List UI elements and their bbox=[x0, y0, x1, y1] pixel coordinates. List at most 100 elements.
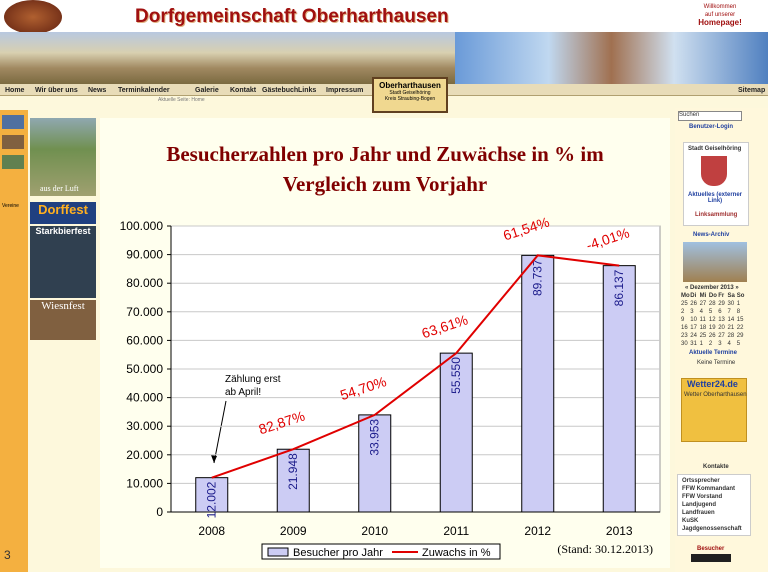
calendar-day[interactable]: 27 bbox=[718, 333, 725, 339]
aerial-label: aus der Luft bbox=[40, 184, 79, 193]
contact-link[interactable]: Ortssprecher bbox=[682, 478, 720, 484]
wiesnfest-banner[interactable]: Wiesnfest bbox=[30, 300, 96, 340]
nav-link[interactable]: Links bbox=[298, 87, 317, 94]
header bbox=[0, 0, 768, 32]
calendar-day[interactable]: 8 bbox=[736, 309, 741, 315]
search-input[interactable]: Suchen bbox=[678, 111, 742, 121]
weather-brand[interactable]: Wetter24.de bbox=[687, 379, 738, 389]
calendar-day[interactable]: 1 bbox=[699, 341, 703, 347]
login-link[interactable]: Benutzer-Login bbox=[689, 124, 733, 130]
no-events: Keine Termine bbox=[697, 360, 736, 366]
calendar-day[interactable]: 27 bbox=[699, 301, 707, 307]
nav-link[interactable]: Galerie bbox=[195, 87, 219, 94]
calendar-day[interactable]: 21 bbox=[727, 325, 735, 331]
calendar-day[interactable]: 4 bbox=[727, 341, 731, 347]
calendar-day[interactable]: 14 bbox=[727, 317, 735, 323]
calendar-month[interactable]: « Dezember 2013 » bbox=[685, 285, 739, 291]
calendar-day[interactable]: 3 bbox=[718, 341, 722, 347]
calendar-day[interactable]: 11 bbox=[699, 317, 706, 323]
contacts-list: Ortssprecher FFW Kommandant FFW Vorstand La… bbox=[677, 474, 751, 536]
breadcrumb: Aktuelle Seite: Home bbox=[158, 97, 205, 103]
nav-link[interactable]: News bbox=[88, 87, 107, 94]
calendar-day[interactable]: 4 bbox=[699, 309, 703, 315]
calendar-day[interactable]: 25 bbox=[699, 333, 707, 339]
calendar-day[interactable]: 30 bbox=[727, 301, 735, 307]
calendar-day[interactable]: 22 bbox=[736, 325, 744, 331]
visitor-counter bbox=[691, 554, 731, 562]
thumb[interactable] bbox=[2, 155, 24, 169]
calendar-day[interactable]: 18 bbox=[699, 325, 707, 331]
dorffest-banner[interactable]: Dorffest bbox=[30, 202, 96, 224]
contact-link[interactable]: Jagdgenossenschaft bbox=[682, 526, 742, 532]
weekday: So bbox=[736, 293, 745, 299]
calendar-day[interactable]: 12 bbox=[708, 317, 716, 323]
site-title: Dorfgemeinschaft Oberharthausen bbox=[135, 6, 449, 27]
calendar-day[interactable]: 28 bbox=[708, 301, 716, 307]
logo[interactable] bbox=[4, 0, 62, 34]
thumb[interactable] bbox=[2, 135, 24, 149]
contacts-title: Kontakte bbox=[703, 464, 729, 470]
chart-panel bbox=[100, 118, 670, 568]
calendar-day[interactable]: 2 bbox=[681, 309, 685, 315]
weather-place: Wetter Oberharthausen bbox=[684, 392, 747, 398]
weekday: Mi bbox=[699, 293, 707, 299]
calendar-day[interactable]: 6 bbox=[718, 309, 722, 315]
calendar-day[interactable]: 5 bbox=[736, 341, 741, 347]
calendar-day[interactable]: 26 bbox=[708, 333, 716, 339]
calendar-day[interactable]: 30 bbox=[681, 341, 688, 347]
nav-link[interactable]: Terminkalender bbox=[118, 87, 170, 94]
nav-link[interactable]: Wir über uns bbox=[35, 87, 78, 94]
calendar-day[interactable]: 10 bbox=[690, 317, 697, 323]
nav-link[interactable]: Gästebuch bbox=[262, 87, 299, 94]
archive-link[interactable]: News-Archiv bbox=[693, 232, 730, 238]
nav-link[interactable]: Kontakt bbox=[230, 87, 257, 94]
contact-link[interactable]: FFW Vorstand bbox=[682, 494, 723, 500]
calendar-day[interactable]: 15 bbox=[736, 317, 744, 323]
calendar-day[interactable]: 23 bbox=[681, 333, 688, 339]
nav-link[interactable]: Impressum bbox=[326, 87, 364, 94]
left-strip bbox=[0, 110, 28, 572]
contact-link[interactable]: FFW Kommandant bbox=[682, 486, 735, 492]
slide-number: 3 bbox=[4, 548, 11, 562]
contact-link[interactable]: Landfrauen bbox=[682, 510, 715, 516]
welcome: Willkommen auf unserer Homepage! bbox=[680, 3, 760, 27]
calendar-day[interactable]: 17 bbox=[690, 325, 697, 331]
calendar-day[interactable]: 20 bbox=[718, 325, 725, 331]
calendar-day[interactable]: 26 bbox=[690, 301, 697, 307]
coat-of-arms bbox=[701, 156, 727, 186]
calendar-day[interactable]: 1 bbox=[736, 301, 741, 307]
calendar-day[interactable]: 16 bbox=[681, 325, 688, 331]
weekday: Sa bbox=[727, 293, 735, 299]
calendar-day[interactable]: 25 bbox=[681, 301, 688, 307]
thumb[interactable] bbox=[2, 115, 24, 129]
nav-link[interactable]: Home bbox=[5, 87, 25, 94]
calendar-day[interactable]: 24 bbox=[690, 333, 697, 339]
calendar-day[interactable]: 31 bbox=[690, 341, 697, 347]
news-link[interactable]: Aktuelles (externer Link) bbox=[687, 192, 743, 204]
calendar-day[interactable]: 29 bbox=[718, 301, 725, 307]
welcome-line: auf unserer bbox=[704, 12, 736, 18]
calendar-day[interactable]: 9 bbox=[681, 317, 685, 323]
calendar-day[interactable]: 13 bbox=[718, 317, 725, 323]
calendar-day[interactable]: 28 bbox=[727, 333, 735, 339]
calendar-day[interactable]: 2 bbox=[708, 341, 713, 347]
nav-link[interactable]: Sitemap bbox=[738, 87, 766, 94]
events-link[interactable]: Aktuelle Termine bbox=[689, 350, 737, 356]
weekday: Do bbox=[708, 293, 717, 299]
place-box: Oberharthausen Stadt Geiselhöring Kreis … bbox=[372, 77, 448, 113]
city-title: Stadt Geiselhöring bbox=[688, 146, 742, 152]
place-line: Stadt Geiselhöring bbox=[389, 90, 431, 96]
calendar-day[interactable]: 29 bbox=[736, 333, 744, 339]
aerial-photo[interactable] bbox=[30, 118, 96, 196]
contact-link[interactable]: Landjugend bbox=[682, 502, 716, 508]
calendar-day[interactable]: 7 bbox=[727, 309, 731, 315]
starkbierfest-banner[interactable]: Starkbierfest bbox=[30, 226, 96, 298]
calendar-day[interactable]: 19 bbox=[708, 325, 716, 331]
left-label: Vereine bbox=[2, 203, 19, 209]
calendar-day[interactable]: 3 bbox=[690, 309, 694, 315]
calendar-day[interactable]: 5 bbox=[708, 309, 713, 315]
visitors-title: Besucher bbox=[697, 546, 725, 552]
place-name: Oberharthausen bbox=[379, 81, 441, 90]
contact-link[interactable]: KuSK bbox=[682, 518, 699, 524]
links-link[interactable]: Linksammlung bbox=[695, 212, 738, 218]
